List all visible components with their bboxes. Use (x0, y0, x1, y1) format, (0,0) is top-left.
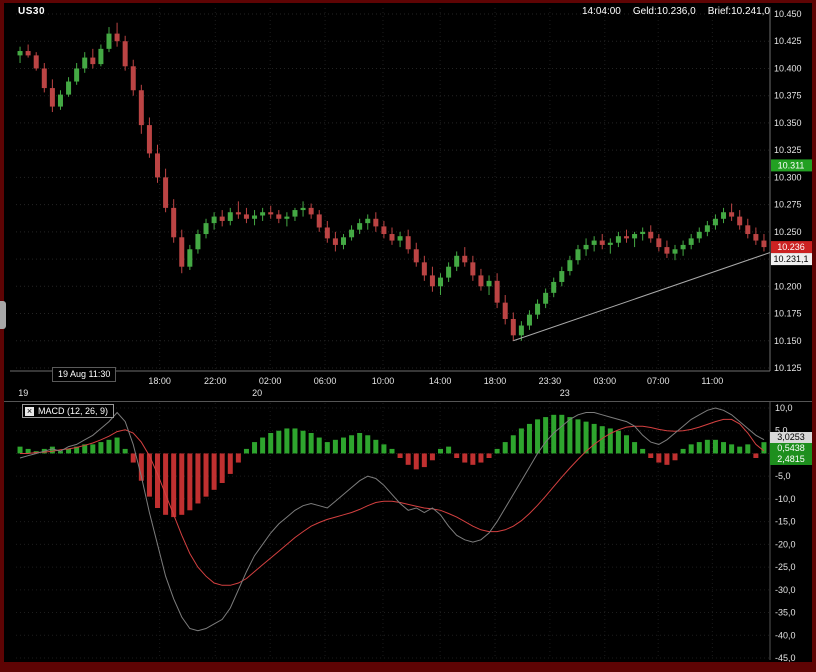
candles-layer (17, 22, 767, 341)
svg-text:10.350: 10.350 (774, 118, 802, 128)
price-grid (16, 8, 770, 371)
macd-label-box: × MACD (12, 26, 9) (22, 404, 115, 418)
svg-text:23: 23 (560, 388, 570, 398)
price-axis-labels: 10.450 10.425 10.400 10.375 10.350 10.325 10.3… (10, 7, 802, 398)
svg-text:02:00: 02:00 (259, 376, 282, 386)
quote-time: 14:04:00 (581, 6, 621, 17)
crosshair-tooltip: 19 Aug 11:30 (52, 367, 117, 382)
svg-text:18:00: 18:00 (484, 376, 507, 386)
svg-text:-5,0: -5,0 (775, 471, 791, 481)
svg-text:10.311: 10.311 (778, 160, 805, 170)
signal-line (20, 418, 765, 586)
svg-text:10.125: 10.125 (774, 363, 802, 373)
panel-grip[interactable] (0, 301, 6, 329)
bid-label: Geld: (632, 6, 657, 17)
svg-text:10.450: 10.450 (774, 9, 802, 19)
svg-text:19: 19 (18, 388, 28, 398)
ask-label: Brief: (707, 6, 732, 17)
macd-value-badges: 3,0253 0,5438 2,4815 (770, 432, 812, 465)
chart-header: US30 14:04:00 Geld:10.236,0 Brief:10.241,0 (4, 3, 812, 21)
candlestick-chart[interactable]: 10.450 10.425 10.400 10.375 10.350 10.325 10.3… (4, 3, 812, 399)
svg-text:-30,0: -30,0 (775, 585, 796, 595)
svg-text:-45,0: -45,0 (775, 653, 796, 662)
svg-text:20: 20 (252, 388, 262, 398)
svg-text:-35,0: -35,0 (775, 608, 796, 618)
svg-text:10.325: 10.325 (774, 145, 802, 155)
close-icon[interactable]: × (25, 405, 34, 416)
svg-text:-15,0: -15,0 (775, 517, 796, 527)
svg-text:03:00: 03:00 (594, 376, 617, 386)
bid-value: 10.236,0 (656, 6, 696, 17)
macd-indicator-chart[interactable]: 10,05,00,0-5,0-10,0-15,0-20,0-25,0-30,0-… (4, 401, 812, 662)
macd-line (19, 407, 765, 632)
macd-histogram (17, 414, 767, 518)
svg-text:-20,0: -20,0 (775, 539, 796, 549)
svg-text:10.275: 10.275 (774, 200, 802, 210)
svg-text:10.250: 10.250 (774, 227, 802, 237)
svg-text:10.200: 10.200 (774, 281, 802, 291)
ask-value: 10.241,0 (731, 6, 770, 17)
macd-value-badge: 3,0253 (770, 432, 812, 443)
svg-text:06:00: 06:00 (314, 376, 337, 386)
macd-grid (4, 401, 812, 659)
svg-text:23:30: 23:30 (539, 376, 562, 386)
svg-text:11:00: 11:00 (701, 376, 723, 386)
svg-text:18:00: 18:00 (148, 376, 171, 386)
svg-text:10,0: 10,0 (775, 403, 793, 413)
histogram-value-badge: 2,4815 (770, 454, 812, 465)
svg-text:-25,0: -25,0 (775, 562, 796, 572)
macd-indicator-label: MACD (12, 26, 9) (38, 406, 109, 416)
svg-text:07:00: 07:00 (647, 376, 670, 386)
svg-text:10.375: 10.375 (774, 91, 802, 101)
svg-text:10.425: 10.425 (774, 36, 802, 46)
symbol-label: US30 (18, 6, 46, 17)
svg-text:10.150: 10.150 (774, 336, 802, 346)
svg-text:10.231,1: 10.231,1 (773, 254, 808, 264)
signal-value-badge: 0,5438 (770, 443, 812, 454)
svg-text:10:00: 10:00 (372, 376, 395, 386)
svg-text:10.175: 10.175 (774, 309, 802, 319)
chart-surface: US30 14:04:00 Geld:10.236,0 Brief:10.241,0… (4, 3, 812, 662)
svg-text:5,0: 5,0 (775, 426, 788, 436)
svg-text:-10,0: -10,0 (775, 494, 796, 504)
svg-text:-40,0: -40,0 (775, 630, 796, 640)
trend-line (513, 252, 771, 342)
svg-text:10.300: 10.300 (774, 172, 802, 182)
svg-text:22:00: 22:00 (204, 376, 227, 386)
quote-info: 14:04:00 Geld:10.236,0 Brief:10.241,0 (582, 6, 770, 17)
svg-text:14:00: 14:00 (429, 376, 452, 386)
svg-text:10.236: 10.236 (777, 242, 805, 252)
svg-text:10.400: 10.400 (774, 63, 802, 73)
price-marker-badges: 10.311 10.236 10.231,1 (771, 159, 812, 266)
